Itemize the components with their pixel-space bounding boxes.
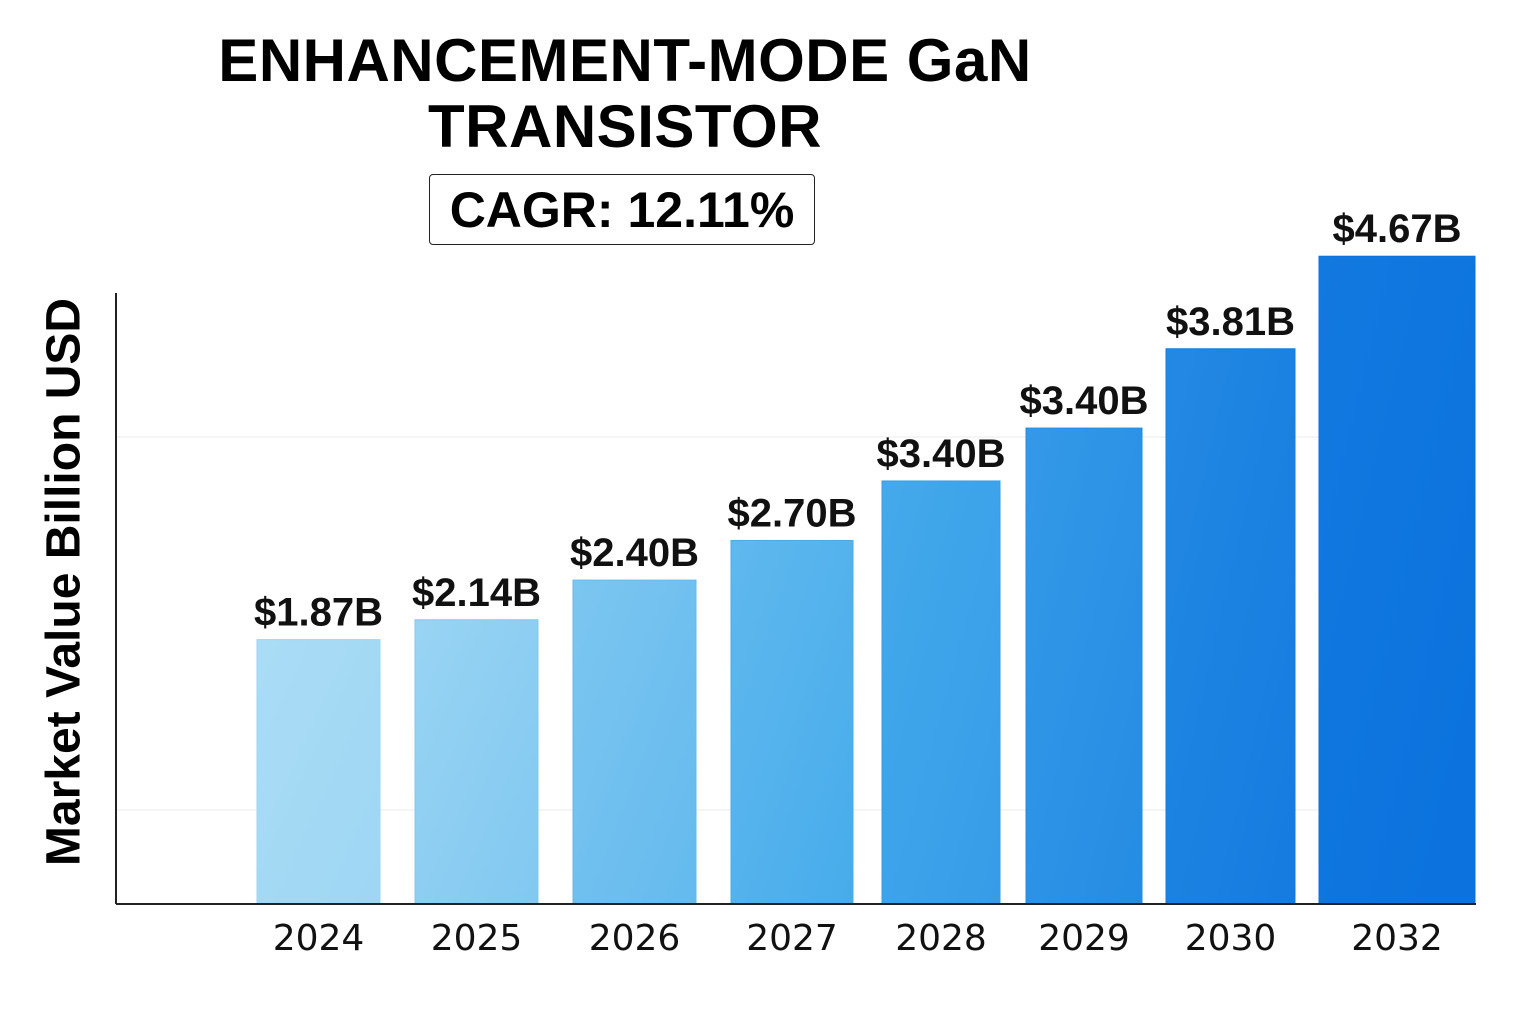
x-tick-2032: 2032 [1351, 918, 1443, 959]
bar-2032 [1318, 255, 1476, 905]
cagr-badge: CAGR: 12.11% [429, 174, 815, 245]
chart-title: ENHANCEMENT-MODE GaN TRANSISTOR [218, 27, 1032, 160]
data-label-2024: $1.87B [254, 591, 383, 635]
axes [115, 293, 1476, 905]
data-label-2030: $3.81B [1166, 300, 1295, 344]
x-tick-2025: 2025 [431, 918, 523, 959]
bar-2028 [881, 480, 1001, 905]
data-label-2027: $2.70B [728, 491, 857, 535]
x-tick-2029: 2029 [1038, 918, 1130, 959]
bar-2027 [730, 539, 854, 905]
bar-2026 [572, 579, 697, 905]
bar-2029 [1025, 427, 1143, 905]
data-label-2029: $3.40B [1020, 379, 1149, 423]
bar-2024 [256, 639, 381, 905]
data-label-2028: $3.40B [877, 432, 1006, 476]
bars [256, 255, 1476, 905]
data-label-2026: $2.40B [570, 531, 699, 575]
x-tick-2027: 2027 [746, 918, 838, 959]
bar-2025 [414, 619, 539, 905]
x-tick-2030: 2030 [1185, 918, 1277, 959]
bar-2030 [1165, 348, 1296, 905]
x-tick-2024: 2024 [273, 918, 365, 959]
x-tick-2028: 2028 [895, 918, 987, 959]
x-tick-2026: 2026 [589, 918, 681, 959]
data-label-2032: $4.67B [1333, 207, 1462, 251]
data-labels: $1.87B $2.14B $2.40B $2.70B $3.40B $3.40B $3.8… [254, 207, 1461, 634]
x-tick-labels: 2024 2025 2026 2027 2028 2029 2030 2032 [273, 918, 1443, 959]
data-label-2025: $2.14B [412, 571, 541, 615]
